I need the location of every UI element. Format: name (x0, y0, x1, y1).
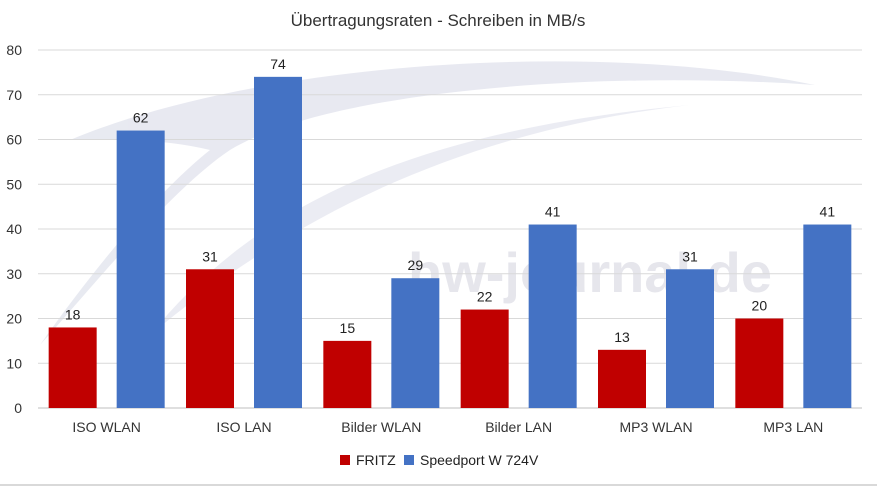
data-label: 20 (752, 298, 768, 314)
data-label: 41 (545, 204, 561, 220)
data-label: 31 (682, 248, 698, 264)
bar-fritz-bilder-lan (460, 309, 509, 408)
x-tick-label: MP3 LAN (763, 419, 823, 435)
data-label: 18 (65, 306, 81, 322)
x-tick-label: MP3 WLAN (619, 419, 692, 435)
legend-swatch-speedport (404, 455, 414, 465)
bar-speedport-mp3-lan (803, 224, 852, 408)
data-label: 15 (340, 320, 356, 336)
y-tick-label: 0 (14, 400, 22, 416)
data-label: 22 (477, 289, 493, 305)
bar-fritz-mp3-wlan (598, 349, 646, 408)
x-tick-label: Bilder WLAN (341, 419, 421, 435)
watermark-text: hw-journal.de (408, 241, 772, 304)
bars (48, 76, 852, 409)
bar-speedport-iso-lan (254, 76, 302, 408)
y-tick-label: 80 (6, 42, 22, 58)
y-tick-label: 30 (6, 266, 22, 282)
data-label: 62 (133, 110, 149, 126)
x-tick-label: ISO LAN (216, 419, 271, 435)
y-tick-label: 50 (6, 176, 22, 192)
bar-fritz-mp3-lan (735, 318, 784, 408)
y-tick-label: 10 (6, 355, 22, 371)
y-tick-label: 70 (6, 87, 22, 103)
frame-bottom-edge (0, 484, 877, 486)
legend-label-fritz: FRITZ (356, 452, 396, 468)
y-tick-label: 60 (6, 132, 22, 148)
x-tick-label: ISO WLAN (72, 419, 140, 435)
bar-speedport-bilder-lan (528, 224, 577, 408)
x-tick-label: Bilder LAN (485, 419, 552, 435)
data-label: 13 (614, 329, 630, 345)
bar-fritz-bilder-wlan (323, 340, 372, 408)
chart-title: Übertragungsraten - Schreiben in MB/s (291, 11, 586, 30)
data-label: 41 (820, 204, 836, 220)
legend-swatch-fritz (340, 455, 350, 465)
data-label: 31 (202, 248, 218, 264)
y-tick-label: 20 (6, 311, 22, 327)
watermark-logo (40, 61, 815, 345)
swoosh-logo-icon (40, 61, 815, 345)
bar-speedport-bilder-wlan (391, 278, 440, 408)
y-axis: 0 10 20 30 40 50 60 70 80 (6, 42, 22, 416)
bar-fritz-iso-wlan (48, 327, 97, 408)
data-labels: 18 62 31 74 15 29 22 41 13 31 20 41 (65, 56, 835, 345)
legend: FRITZ Speedport W 724V (340, 452, 539, 468)
legend-label-speedport: Speedport W 724V (420, 452, 539, 468)
data-label: 74 (270, 56, 286, 72)
bar-speedport-iso-wlan (116, 130, 165, 409)
gridlines (38, 49, 862, 409)
bar-fritz-iso-lan (186, 269, 234, 408)
bar-speedport-mp3-wlan (666, 269, 714, 408)
y-tick-label: 40 (6, 221, 22, 237)
data-label: 29 (408, 257, 424, 273)
x-axis: ISO WLAN ISO LAN Bilder WLAN Bilder LAN MP3 … (72, 419, 823, 435)
